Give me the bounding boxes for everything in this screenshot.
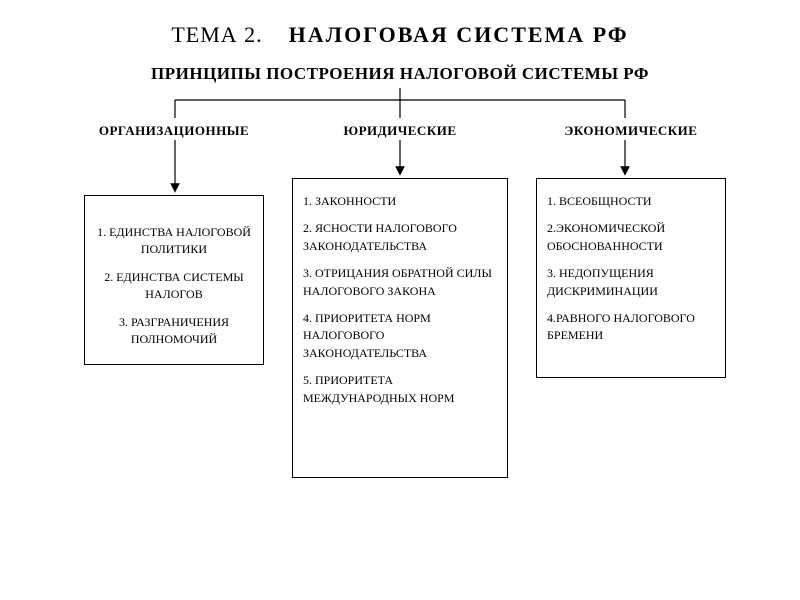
box-org-item: 2. ЕДИНСТВА СИСТЕМЫ НАЛОГОВ	[95, 269, 253, 304]
box-eco-item: 1. ВСЕОБЩНОСТИ	[547, 193, 715, 210]
box-jur-item: 1. ЗАКОННОСТИ	[303, 193, 497, 210]
box-eco: 1. ВСЕОБЩНОСТИ 2.ЭКОНОМИЧЕСКОЙ ОБОСНОВАН…	[536, 178, 726, 378]
category-label-org: ОРГАНИЗАЦИОННЫЕ	[84, 123, 264, 139]
box-org: 1. ЕДИНСТВА НАЛОГОВОЙ ПОЛИТИКИ 2. ЕДИНСТ…	[84, 195, 264, 365]
box-eco-item: 3. НЕДОПУЩЕНИЯ ДИСКРИМИНАЦИИ	[547, 265, 715, 300]
box-jur: 1. ЗАКОННОСТИ 2. ЯСНОСТИ НАЛОГОВОГО ЗАКО…	[292, 178, 508, 478]
subtitle: ПРИНЦИПЫ ПОСТРОЕНИЯ НАЛОГОВОЙ СИСТЕМЫ РФ	[0, 64, 800, 84]
box-jur-item: 3. ОТРИЦАНИЯ ОБРАТНОЙ СИЛЫ НАЛОГОВОГО ЗА…	[303, 265, 497, 300]
box-org-item: 1. ЕДИНСТВА НАЛОГОВОЙ ПОЛИТИКИ	[95, 224, 253, 259]
box-eco-item: 4.РАВНОГО НАЛОГОВОГО БРЕМЕНИ	[547, 310, 715, 345]
box-eco-item: 2.ЭКОНОМИЧЕСКОЙ ОБОСНОВАННОСТИ	[547, 220, 715, 255]
box-jur-item: 4. ПРИОРИТЕТА НОРМ НАЛОГОВОГО ЗАКОНОДАТЕ…	[303, 310, 497, 362]
category-label-eco: ЭКОНОМИЧЕСКИЕ	[536, 123, 726, 139]
box-org-item: 3. РАЗГРАНИЧЕНИЯ ПОЛНОМОЧИЙ	[95, 314, 253, 349]
box-jur-item: 2. ЯСНОСТИ НАЛОГОВОГО ЗАКОНОДАТЕЛЬСТВА	[303, 220, 497, 255]
category-label-jur: ЮРИДИЧЕСКИЕ	[292, 123, 508, 139]
title-prefix: ТЕМА 2.	[171, 22, 262, 47]
box-jur-item: 5. ПРИОРИТЕТА МЕЖДУНАРОДНЫХ НОРМ	[303, 372, 497, 407]
title-main: НАЛОГОВАЯ СИСТЕМА РФ	[289, 22, 629, 47]
page-title: ТЕМА 2. НАЛОГОВАЯ СИСТЕМА РФ	[0, 22, 800, 48]
